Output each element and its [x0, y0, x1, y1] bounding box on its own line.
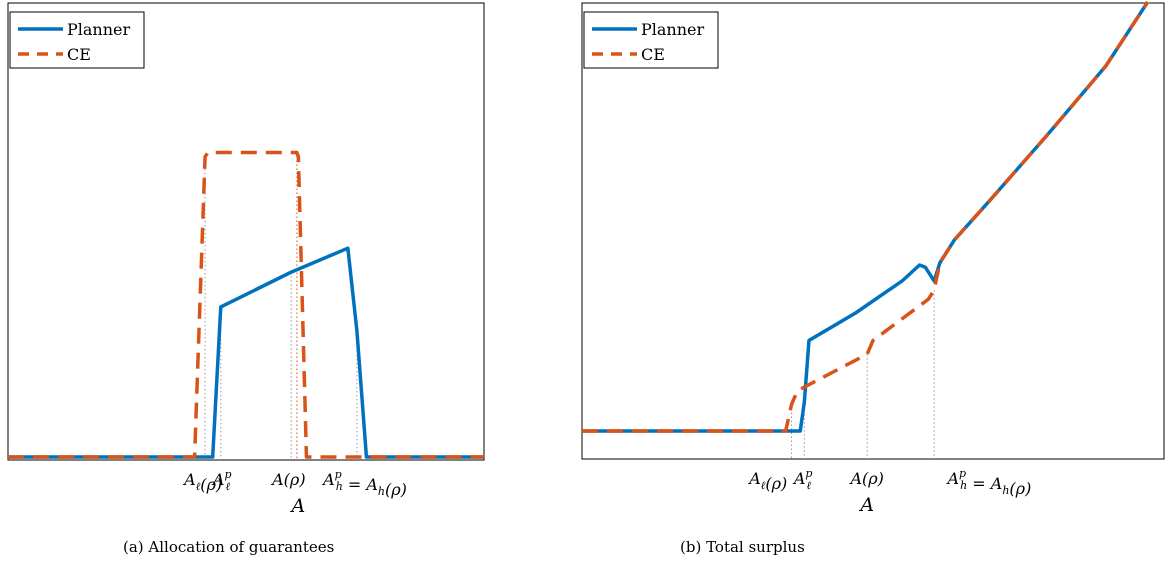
axes-box: [7, 2, 485, 461]
panel-total-surplus: Aℓ(ρ) Ap ℓ A(ρ) Ap h = Ah(ρ) A Planner CE: [581, 1, 1165, 516]
series-ce-line: [582, 1, 1150, 433]
tick-label: A(ρ): [270, 470, 305, 489]
series-planner-line: [8, 246, 484, 459]
tick-label: A(ρ): [848, 469, 883, 488]
tick-label: Ap h = Ah(ρ): [945, 467, 1031, 498]
legend-label-ce: CE: [641, 45, 665, 64]
axes-box: [581, 2, 1165, 460]
caption-b: (b) Total surplus: [680, 538, 805, 556]
legend-label-ce: CE: [67, 45, 91, 64]
tick-label: Aℓ(ρ): [182, 470, 222, 494]
panel-allocation-of-guarantees: Aℓ(ρ)Ap ℓ A(ρ) Ap h = Ah(ρ) A Planner CE: [7, 2, 485, 517]
x-axis-label: A: [858, 494, 874, 516]
legend-label-planner: Planner: [67, 20, 131, 39]
tick-label: Ap h = Ah(ρ): [321, 468, 407, 499]
legend: Planner CE: [9, 11, 145, 69]
tick-label: Ap ℓ: [211, 468, 232, 493]
tick-label: Aℓ(ρ): [747, 469, 787, 493]
tick-label: Ap ℓ: [792, 467, 813, 492]
series-ce-line: [8, 150, 484, 459]
caption-a: (a) Allocation of guarantees: [123, 538, 335, 556]
x-axis-label: A: [289, 495, 305, 517]
legend-label-planner: Planner: [641, 20, 705, 39]
legend: Planner CE: [583, 11, 719, 69]
